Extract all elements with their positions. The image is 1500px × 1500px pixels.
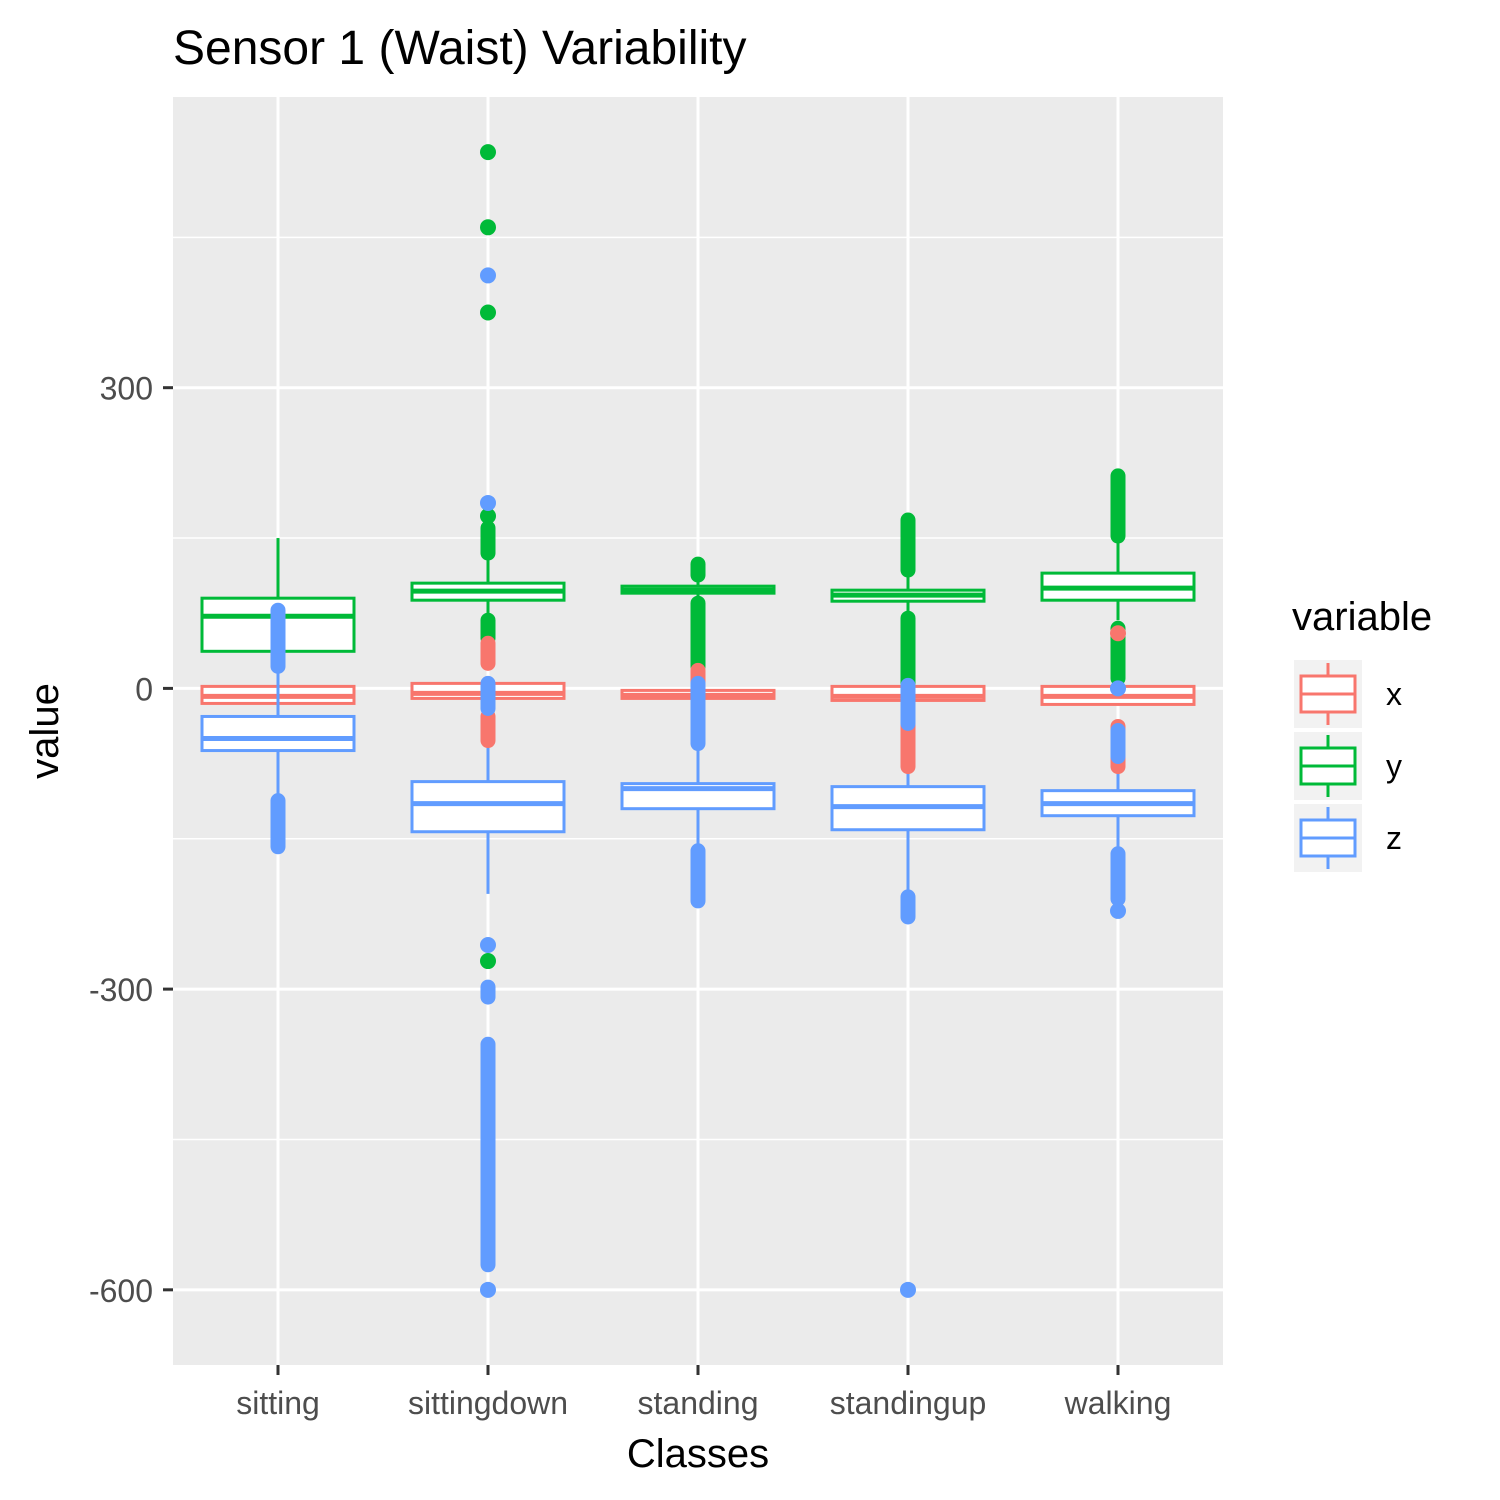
outlier-point-z — [480, 937, 496, 954]
box-y-sittingdown — [410, 558, 566, 625]
x-tick-label: standing — [638, 1385, 759, 1421]
legend-title: variable — [1292, 595, 1432, 639]
box-y-standingup — [830, 573, 986, 617]
box-y-walking — [1040, 538, 1196, 621]
x-tick-label: sitting — [236, 1385, 320, 1421]
outlier-point-z — [480, 1281, 496, 1298]
box-z-sitting — [200, 663, 356, 804]
box-iqr — [200, 714, 356, 753]
legend-key-x: x — [1294, 660, 1402, 728]
boxes-layer — [200, 538, 1196, 914]
outlier-point-y — [480, 304, 496, 321]
outlier-point-y — [480, 219, 496, 236]
outlier-point-z — [480, 267, 496, 284]
outlier-point-y — [480, 507, 496, 524]
box-iqr — [410, 780, 566, 834]
outliers-layer — [270, 144, 1126, 1298]
legend: variable xyz — [1292, 595, 1432, 872]
legend-label-x: x — [1386, 676, 1402, 712]
outlier-point-x — [1110, 625, 1126, 642]
x-tick-label: walking — [1064, 1385, 1172, 1421]
y-tick-label: -600 — [89, 1273, 153, 1309]
outlier-point-z — [1110, 680, 1126, 697]
x-tick-label: sittingdown — [408, 1385, 568, 1421]
y-axis: 300 0 -300 -600 — [89, 371, 173, 1309]
y-tick-label: 0 — [135, 671, 153, 707]
legend-label-y: y — [1386, 748, 1402, 784]
box-z-sittingdown — [410, 703, 566, 894]
chart-title: Sensor 1 (Waist) Variability — [173, 22, 747, 75]
outlier-point-z — [1110, 902, 1126, 919]
box-z-standing — [620, 743, 776, 849]
x-axis-title: Classes — [627, 1432, 769, 1476]
y-tick-label: 300 — [100, 371, 153, 407]
legend-key-y: y — [1294, 732, 1402, 800]
x-axis: sitting sittingdown standing standingup walk… — [236, 1365, 1171, 1421]
outlier-point-z — [480, 494, 496, 511]
y-tick-label: -300 — [89, 972, 153, 1008]
legend-key-z: z — [1294, 804, 1402, 872]
y-axis-title: value — [23, 683, 67, 779]
x-tick-label: standingup — [830, 1385, 987, 1421]
legend-label-z: z — [1386, 820, 1402, 856]
outlier-point-y — [480, 953, 496, 970]
outlier-point-y — [480, 144, 496, 161]
outlier-point-z — [900, 1281, 916, 1298]
